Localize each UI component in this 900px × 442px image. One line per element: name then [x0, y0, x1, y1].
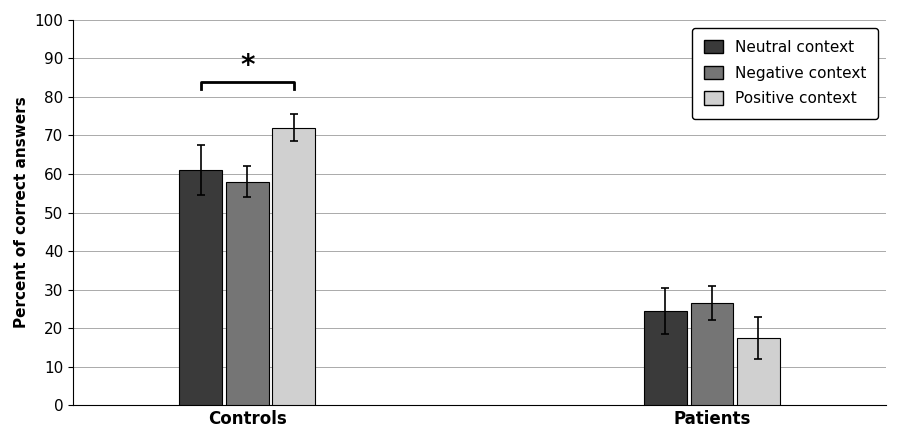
Bar — [737, 338, 779, 405]
Text: *: * — [240, 53, 255, 80]
Bar — [179, 170, 222, 405]
Bar — [273, 128, 315, 405]
Y-axis label: Percent of correct answers: Percent of correct answers — [14, 97, 29, 328]
Legend: Neutral context, Negative context, Positive context: Neutral context, Negative context, Posit… — [692, 27, 878, 118]
Bar — [690, 303, 734, 405]
Bar — [226, 182, 268, 405]
Bar — [644, 311, 687, 405]
